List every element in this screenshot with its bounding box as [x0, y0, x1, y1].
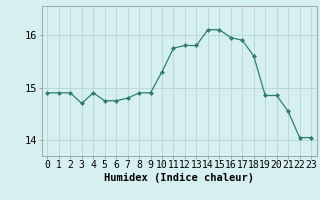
X-axis label: Humidex (Indice chaleur): Humidex (Indice chaleur) — [104, 173, 254, 183]
